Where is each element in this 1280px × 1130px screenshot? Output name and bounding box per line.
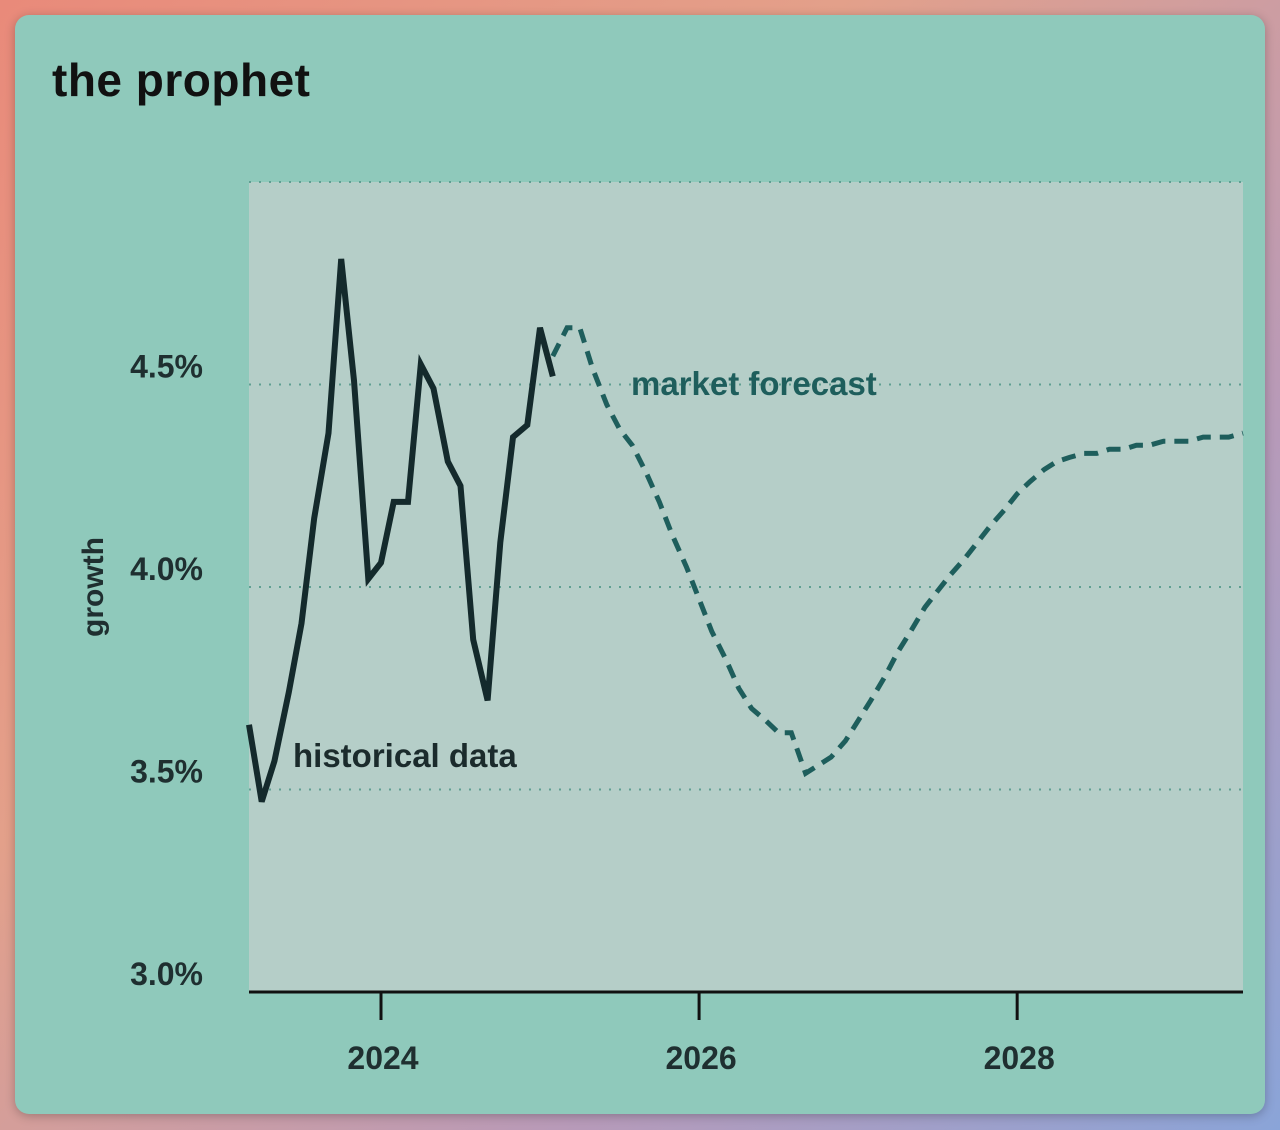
annotation-market-forecast: market forecast — [631, 365, 877, 402]
x-tick-label: 2028 — [984, 1040, 1055, 1076]
y-axis-label: growth — [77, 537, 110, 637]
y-tick-label: 4.0% — [130, 551, 203, 587]
chart-title: the prophet — [52, 54, 311, 106]
x-tick-label: 2026 — [665, 1040, 736, 1076]
y-tick-label: 3.5% — [130, 754, 203, 790]
y-tick-label: 4.5% — [130, 349, 203, 385]
series-lines — [246, 258, 1244, 803]
forecast-series-line — [550, 325, 1244, 778]
line-chart: 3.0% 3.5% 4.0% 4.5% 2024 2026 2028 growth his… — [77, 181, 1244, 1076]
x-tick-label: 2024 — [347, 1040, 418, 1076]
annotation-historical-data: historical data — [293, 737, 517, 774]
y-tick-label: 3.0% — [130, 956, 203, 992]
x-axis-ticks: 2024 2026 2028 — [347, 992, 1055, 1076]
plot-area — [249, 182, 1243, 992]
y-axis-ticks: 3.0% 3.5% 4.0% 4.5% — [130, 349, 203, 993]
chart-card: the prophet 3.0% 3.5% 4.0% 4.5% 2024 2026 202… — [15, 15, 1265, 1114]
historical-series-line — [246, 258, 556, 803]
